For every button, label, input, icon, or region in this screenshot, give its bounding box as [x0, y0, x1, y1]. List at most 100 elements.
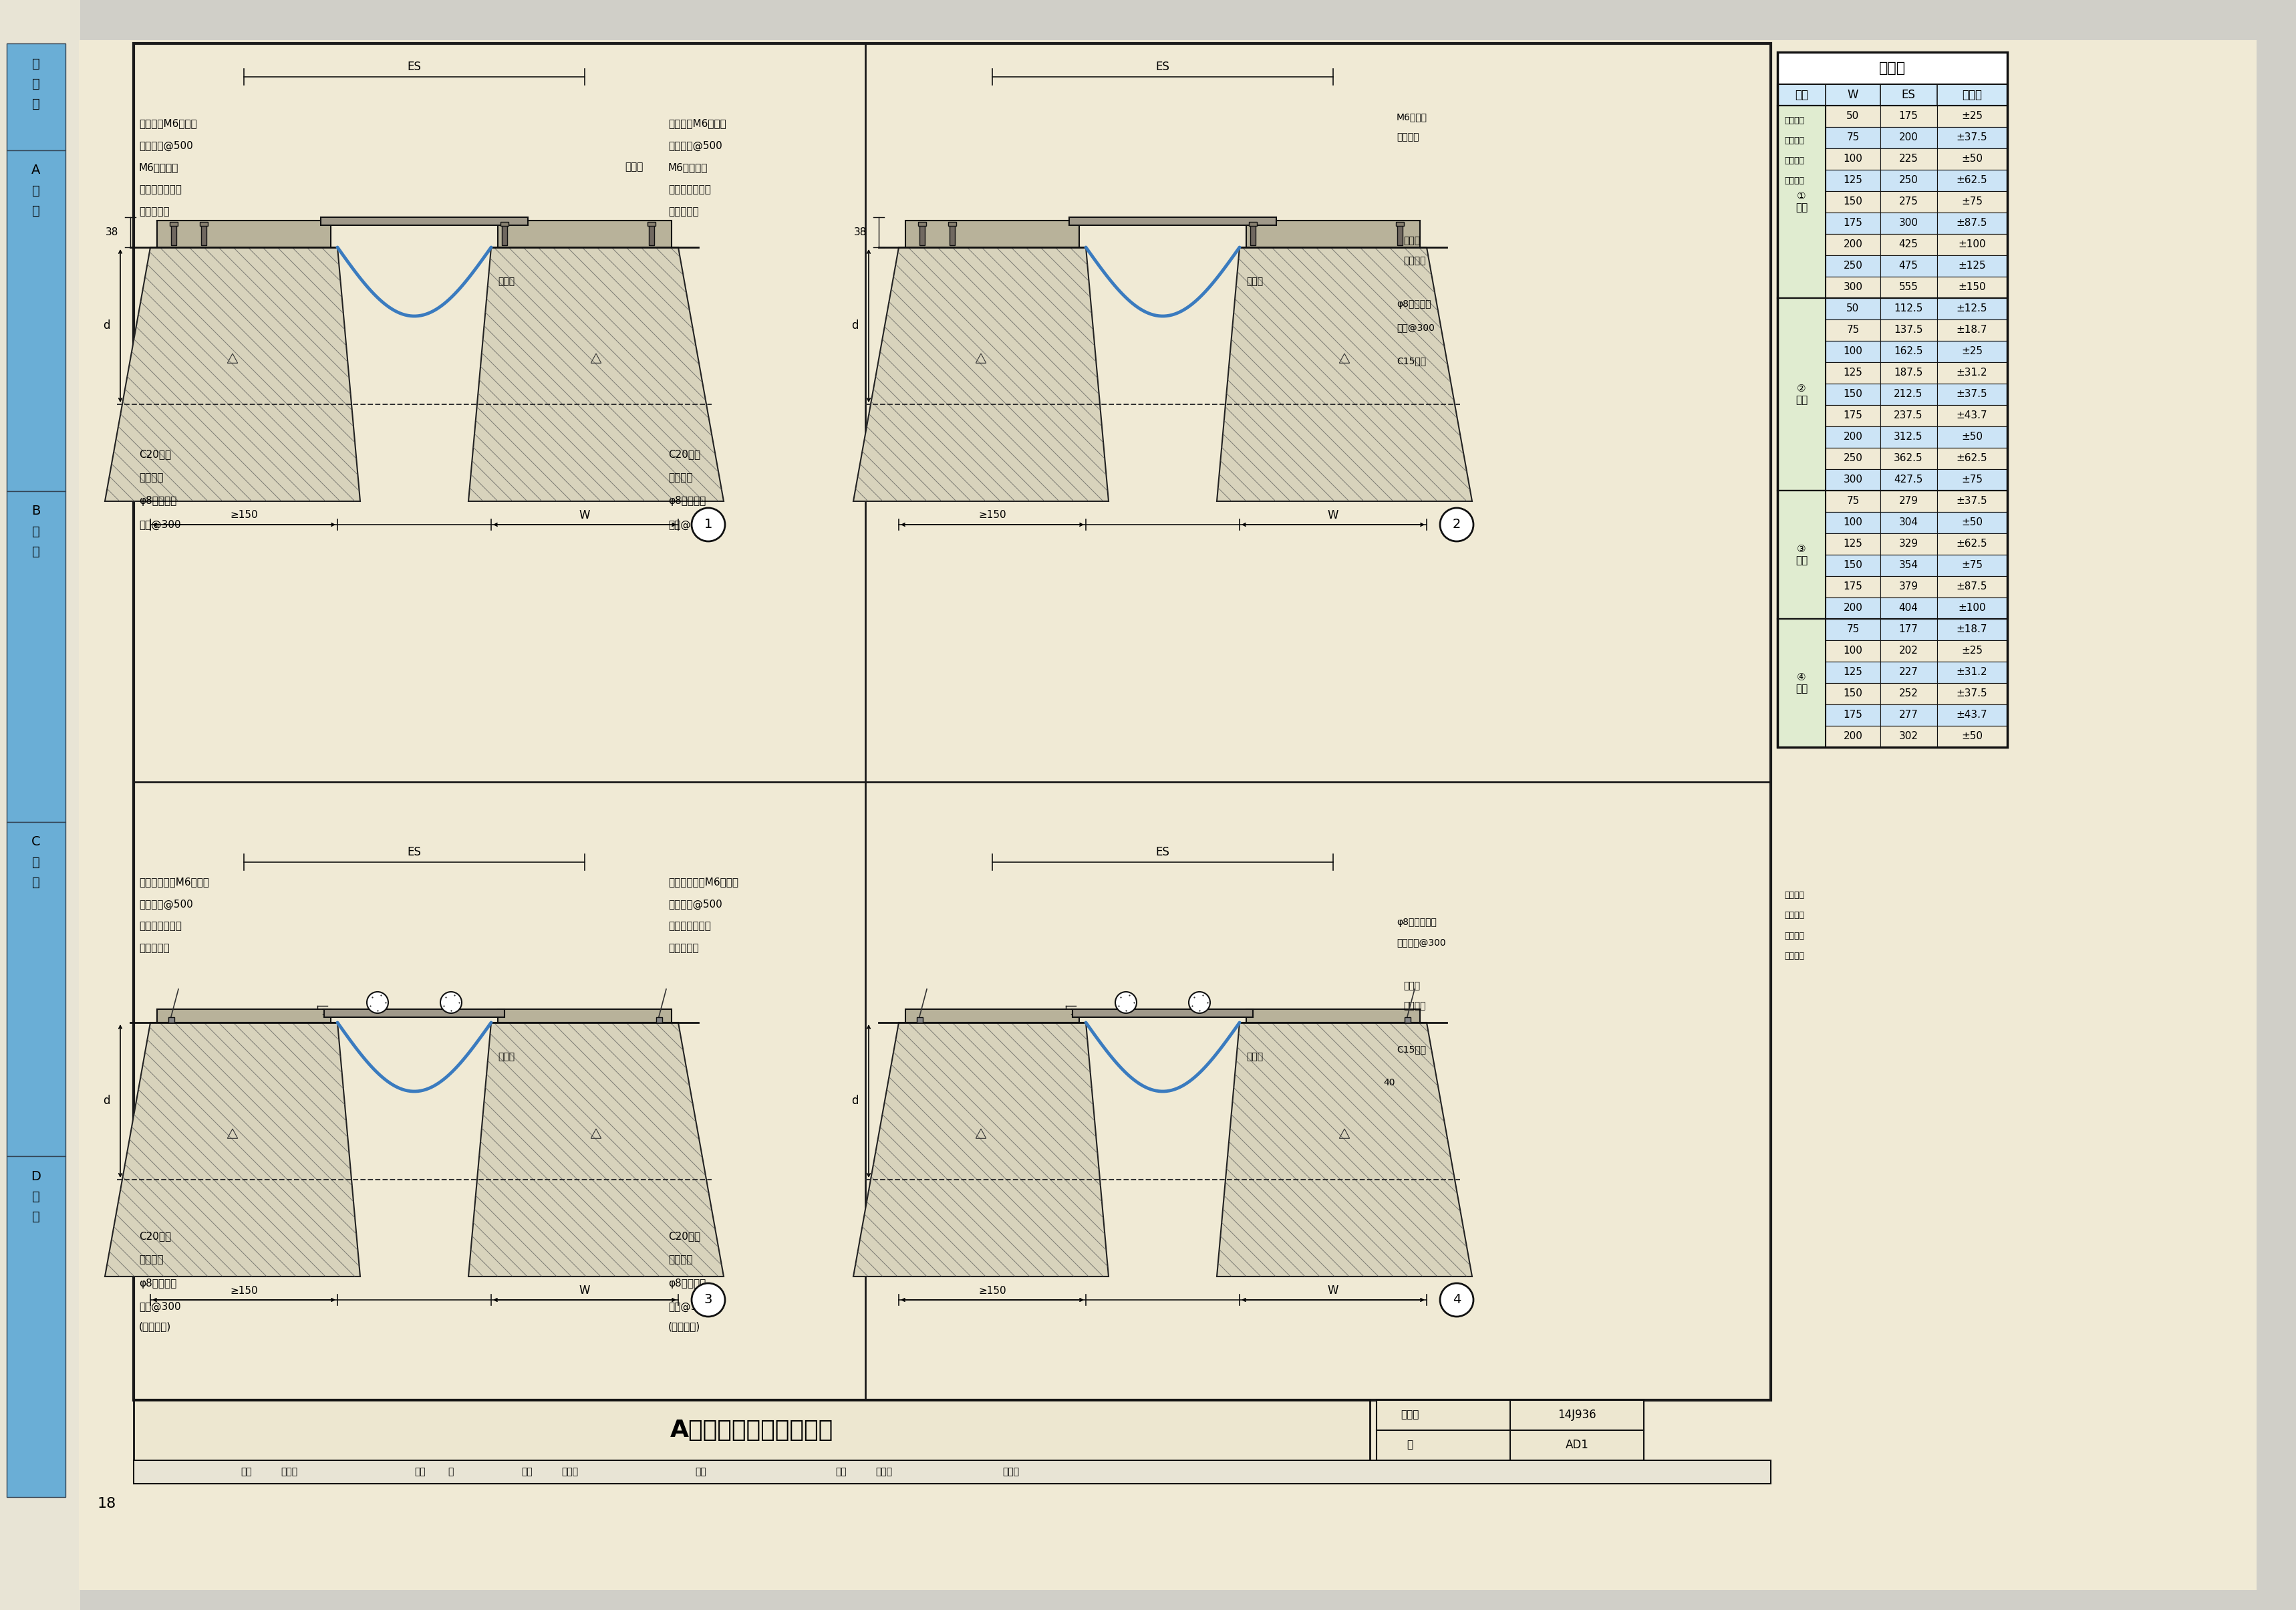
- Bar: [1936, 726, 2007, 747]
- Bar: [503, 224, 507, 245]
- Bar: [1936, 597, 2007, 618]
- Bar: [1936, 319, 2007, 341]
- Text: 列: 列: [32, 1211, 39, 1222]
- Text: 防震胶条: 防震胶条: [1784, 931, 1805, 940]
- Text: 175: 175: [1844, 411, 1862, 420]
- Text: W: W: [1327, 1285, 1339, 1296]
- Text: 50: 50: [1846, 111, 1860, 121]
- Bar: [657, 1018, 661, 1022]
- Bar: [1825, 726, 1880, 747]
- Bar: [1936, 213, 2007, 233]
- Polygon shape: [854, 1022, 1109, 1277]
- Bar: [1936, 106, 2007, 127]
- Text: 螺栓@300: 螺栓@300: [668, 1301, 709, 1312]
- Bar: [324, 1009, 505, 1018]
- Text: 40: 40: [1382, 1079, 1394, 1087]
- Text: 137.5: 137.5: [1894, 325, 1922, 335]
- Circle shape: [1440, 1283, 1474, 1317]
- Text: ±50: ±50: [1961, 518, 1981, 528]
- Text: 螺栓@300: 螺栓@300: [140, 520, 181, 530]
- Bar: [1936, 641, 2007, 662]
- Text: 滑杆件用: 滑杆件用: [1784, 116, 1805, 124]
- Text: ②
角缝: ② 角缝: [1795, 383, 1807, 406]
- Text: 427.5: 427.5: [1894, 475, 1922, 485]
- Bar: [1936, 512, 2007, 533]
- Bar: [498, 1009, 670, 1022]
- Text: 100: 100: [1844, 646, 1862, 655]
- Text: 螺栓紧固: 螺栓紧固: [1784, 911, 1805, 919]
- Bar: [1880, 555, 1936, 576]
- Text: A: A: [32, 164, 41, 177]
- Bar: [133, 1460, 1770, 1484]
- Text: φ8塑料胀锚: φ8塑料胀锚: [668, 496, 705, 506]
- Text: 止水带: 止水带: [1247, 277, 1263, 287]
- Text: 二次浇注: 二次浇注: [140, 1254, 163, 1265]
- Bar: [321, 217, 528, 225]
- Text: ES: ES: [1155, 61, 1169, 72]
- Bar: [1396, 224, 1403, 245]
- Text: 总: 总: [32, 56, 39, 69]
- Bar: [1880, 277, 1936, 298]
- Text: M6沉头螺栓: M6沉头螺栓: [668, 163, 707, 172]
- Text: 弹簧滑杆件用M6不锈钢: 弹簧滑杆件用M6不锈钢: [140, 877, 209, 887]
- Polygon shape: [468, 1022, 723, 1277]
- Text: ±50: ±50: [1961, 731, 1981, 742]
- Circle shape: [441, 992, 461, 1013]
- Text: 滑杆件用M6不锈钢: 滑杆件用M6不锈钢: [140, 119, 197, 129]
- Text: 75: 75: [1846, 625, 1860, 634]
- Bar: [1880, 427, 1936, 448]
- Text: 250: 250: [1844, 454, 1862, 464]
- Bar: [1825, 491, 1880, 512]
- Bar: [133, 43, 1770, 1401]
- Bar: [1825, 555, 1880, 576]
- Text: 庐专: 庐专: [696, 1467, 705, 1476]
- Text: ±25: ±25: [1961, 646, 1981, 655]
- Text: 75: 75: [1846, 325, 1860, 335]
- Bar: [1880, 383, 1936, 406]
- Text: 225: 225: [1899, 155, 1917, 164]
- Text: 250: 250: [1899, 175, 1917, 185]
- Text: φ8塑料胀锚: φ8塑料胀锚: [1396, 299, 1430, 309]
- Bar: [1880, 533, 1936, 555]
- Bar: [498, 221, 670, 248]
- Text: ±75: ±75: [1961, 196, 1981, 206]
- Text: 墙体见: 墙体见: [1403, 980, 1419, 990]
- Bar: [1825, 192, 1880, 213]
- Text: 止水带: 止水带: [498, 277, 514, 287]
- Text: 铝合金中心盖板: 铝合金中心盖板: [668, 185, 712, 195]
- Bar: [1825, 662, 1880, 683]
- Text: C20槽口: C20槽口: [140, 449, 172, 459]
- Text: 螺栓紧固@500: 螺栓紧固@500: [668, 140, 721, 151]
- Text: (交错布置): (交错布置): [140, 1322, 172, 1331]
- Bar: [1880, 127, 1936, 148]
- Bar: [1936, 683, 2007, 705]
- Text: 404: 404: [1899, 604, 1917, 613]
- Bar: [1072, 1009, 1254, 1018]
- Bar: [948, 222, 955, 225]
- Bar: [7, 1156, 67, 1497]
- Bar: [1936, 383, 2007, 406]
- Text: 螺栓@300: 螺栓@300: [1396, 322, 1435, 332]
- Bar: [918, 222, 925, 225]
- Text: 425: 425: [1899, 240, 1917, 250]
- Bar: [1825, 406, 1880, 427]
- Circle shape: [367, 992, 388, 1013]
- Text: 工程设计: 工程设计: [1403, 1001, 1426, 1011]
- Text: 铝合金基座: 铝合金基座: [668, 206, 698, 217]
- Text: ±31.2: ±31.2: [1956, 369, 1986, 378]
- Text: ±25: ±25: [1961, 111, 1981, 121]
- Text: ±31.2: ±31.2: [1956, 667, 1986, 678]
- Text: 50: 50: [1846, 304, 1860, 314]
- Bar: [1825, 127, 1880, 148]
- Text: 187.5: 187.5: [1894, 369, 1922, 378]
- Bar: [1825, 362, 1880, 383]
- Text: 墙体见: 墙体见: [1403, 237, 1419, 245]
- Text: C20槽口: C20槽口: [140, 1232, 172, 1241]
- Text: 150: 150: [1844, 390, 1862, 399]
- Text: 125: 125: [1844, 175, 1862, 185]
- Text: ±87.5: ±87.5: [1956, 581, 1986, 592]
- Circle shape: [1440, 507, 1474, 541]
- Text: ±43.7: ±43.7: [1956, 710, 1986, 720]
- Bar: [168, 1018, 174, 1022]
- Text: 1: 1: [705, 518, 712, 531]
